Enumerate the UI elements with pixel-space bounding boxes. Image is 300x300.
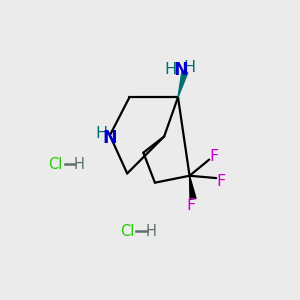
Text: H: H xyxy=(165,62,177,77)
Text: N: N xyxy=(103,129,117,147)
Text: H: H xyxy=(95,126,107,141)
Polygon shape xyxy=(178,71,188,97)
Polygon shape xyxy=(190,176,196,199)
Text: H: H xyxy=(73,157,84,172)
Text: F: F xyxy=(187,198,196,213)
Text: N: N xyxy=(174,61,188,79)
Text: H: H xyxy=(146,224,157,239)
Text: Cl: Cl xyxy=(48,157,63,172)
Text: F: F xyxy=(209,149,218,164)
Text: H: H xyxy=(184,60,196,75)
Text: F: F xyxy=(216,174,225,189)
Text: Cl: Cl xyxy=(120,224,134,239)
